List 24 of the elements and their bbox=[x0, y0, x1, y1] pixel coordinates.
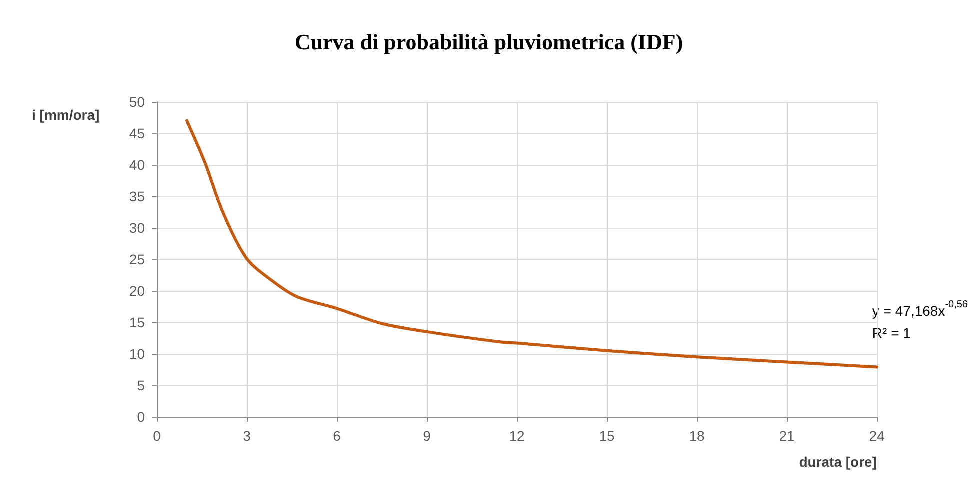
y-tick-label: 35 bbox=[129, 188, 146, 204]
x-tick-label: 24 bbox=[869, 428, 885, 444]
y-tick-label: 45 bbox=[129, 126, 146, 142]
x-tick-label: 6 bbox=[333, 428, 342, 444]
chart-title: Curva di probabilità pluviometrica (IDF) bbox=[294, 30, 684, 54]
x-tick-label: 15 bbox=[599, 428, 615, 444]
y-tick-label: 0 bbox=[137, 409, 146, 425]
x-tick-label: 18 bbox=[689, 428, 705, 444]
x-tick-label: 0 bbox=[153, 428, 162, 444]
x-axis-title: durata [ore] bbox=[799, 454, 877, 470]
y-tick-label: 25 bbox=[129, 252, 146, 268]
x-tick-label: 21 bbox=[779, 428, 795, 444]
annotation: R² = 1 bbox=[872, 325, 912, 341]
y-tick-label: 15 bbox=[129, 314, 146, 330]
x-tick-label: 12 bbox=[509, 428, 525, 444]
y-tick-label: 30 bbox=[129, 220, 146, 236]
x-tick-label: 3 bbox=[243, 428, 252, 444]
x-tick-label: 9 bbox=[423, 428, 432, 444]
y-tick-label: 20 bbox=[129, 283, 146, 299]
y-tick-label: 5 bbox=[137, 378, 146, 394]
y-tick-label: 50 bbox=[129, 94, 146, 110]
y-axis-title: i [mm/ora] bbox=[32, 107, 100, 123]
y-tick-label: 10 bbox=[129, 346, 146, 362]
y-tick-label: 40 bbox=[129, 157, 146, 173]
